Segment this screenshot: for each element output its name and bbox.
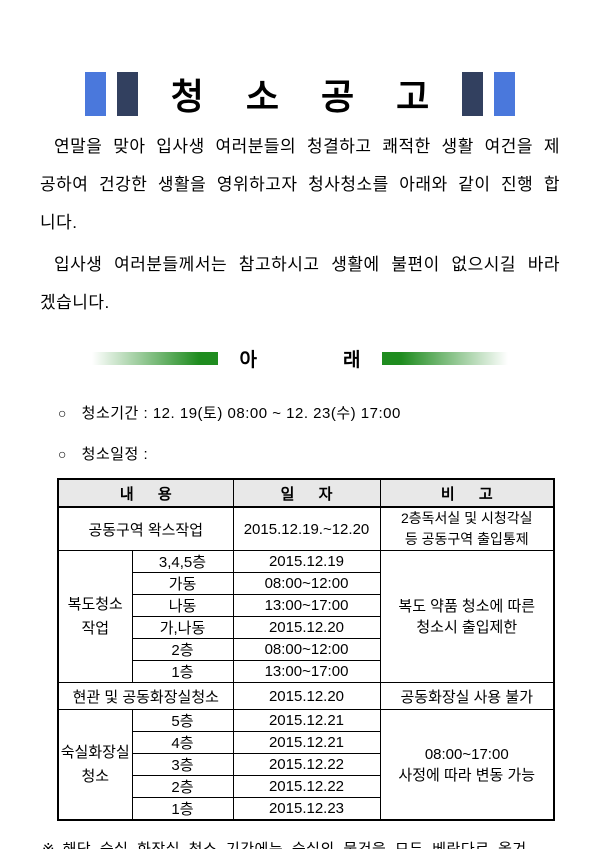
section-divider: 아 래 xyxy=(0,346,600,371)
corridor-area: 1층 xyxy=(131,660,234,683)
header-date: 일 자 xyxy=(232,478,381,508)
cleaning-schedule-text: 청소일정 : xyxy=(81,446,149,463)
restroom-note: 08:00~17:00 사정에 따라 변동 가능 xyxy=(379,709,555,821)
entrance-note: 공동화장실 사용 불가 xyxy=(379,682,555,710)
header-note: 비 고 xyxy=(379,478,555,508)
cleaning-period-text: 청소기간 : 12. 19(토) 08:00 ~ 12. 23(수) 17:00 xyxy=(81,405,401,422)
footnote-text: 해당 숙실 화장실 청소 기간에는 숙실의 물건을 모두 베란다로 옮겨 주시기… xyxy=(63,839,527,849)
title-bar-blue-right-icon xyxy=(494,72,516,116)
restroom-date: 2015.12.22 xyxy=(232,775,381,798)
table-row-corridor-1: 복도청소 작업 3,4,5층 2015.12.19 복도 약품 청소에 따른 청… xyxy=(57,550,555,683)
circle-bullet-icon: ○ xyxy=(58,446,67,462)
restroom-date: 2015.12.21 xyxy=(232,731,381,754)
entrance-name: 현관 및 공동화장실청소 xyxy=(57,682,234,710)
cleaning-period-line: ○ 청소기간 : 12. 19(토) 08:00 ~ 12. 23(수) 17:… xyxy=(58,402,600,423)
restroom-date: 2015.12.22 xyxy=(232,753,381,776)
table-row-restroom-5: 1층 2015.12.23 xyxy=(58,797,554,821)
corridor-date: 13:00~17:00 xyxy=(232,660,381,683)
title-bar-navy-left-icon xyxy=(116,72,138,116)
restroom-area: 3층 xyxy=(131,753,234,776)
title-bar-navy-right-icon xyxy=(462,72,484,116)
header-content: 내 용 xyxy=(57,478,234,508)
corridor-group-name: 복도청소 작업 xyxy=(57,550,133,683)
entrance-date: 2015.12.20 xyxy=(232,682,381,710)
cleaning-schedule-line: ○ 청소일정 : xyxy=(58,443,600,464)
table-row-corridor-4: 가,나동 2015.12.20 xyxy=(58,616,554,639)
title-banner: 청 소 공 고 xyxy=(0,70,600,118)
table-header-row: 내 용 일 자 비 고 xyxy=(57,478,555,508)
corridor-date: 2015.12.19 xyxy=(232,550,381,573)
restroom-group-name: 숙실화장실 청소 xyxy=(57,709,133,821)
restroom-date: 2015.12.23 xyxy=(232,797,381,821)
corridor-date: 13:00~17:00 xyxy=(232,594,381,617)
restroom-area: 5층 xyxy=(131,709,234,732)
table-row-restroom-1: 숙실화장실 청소 5층 2015.12.21 08:00~17:00 사정에 따… xyxy=(57,709,555,821)
title-bar-blue-left-icon xyxy=(84,72,106,116)
footnote: ※ 해당 숙실 화장실 청소 기간에는 숙실의 물건을 모두 베란다로 옮겨 주… xyxy=(42,839,564,849)
corridor-area: 가,나동 xyxy=(131,616,234,639)
cleaning-schedule-table: 내 용 일 자 비 고 공동구역 왁스작업 2015.12.19.~12.20 … xyxy=(57,478,555,821)
restroom-area: 1층 xyxy=(131,797,234,821)
green-gradient-bar-right xyxy=(382,351,509,365)
table-row-corridor-6: 1층 13:00~17:00 xyxy=(58,660,554,683)
corridor-date: 2015.12.20 xyxy=(232,616,381,639)
restroom-area: 4층 xyxy=(131,731,234,754)
reference-mark-icon: ※ xyxy=(42,839,55,849)
restroom-area: 2층 xyxy=(131,775,234,798)
divider-char-left: 아 xyxy=(239,349,257,371)
wax-note: 2층독서실 및 시청각실 등 공동구역 출입통제 xyxy=(379,506,555,551)
corridor-date: 08:00~12:00 xyxy=(232,638,381,661)
corridor-area: 나동 xyxy=(131,594,234,617)
corridor-area: 3,4,5층 xyxy=(131,550,234,573)
green-gradient-bar-left xyxy=(91,351,218,365)
table-row-restroom-3: 3층 2015.12.22 xyxy=(58,753,554,776)
wax-date: 2015.12.19.~12.20 xyxy=(232,506,381,551)
intro-paragraph-2: 입사생 여러분들께서는 참고하시고 생활에 불편이 없으시길 바라겠습니다. xyxy=(40,255,560,312)
restroom-date: 2015.12.21 xyxy=(232,709,381,732)
circle-bullet-icon: ○ xyxy=(58,405,67,421)
corridor-area: 가동 xyxy=(131,572,234,595)
corridor-date: 08:00~12:00 xyxy=(232,572,381,595)
corridor-area: 2층 xyxy=(131,638,234,661)
table-row-entrance: 현관 및 공동화장실청소 2015.12.20 공동화장실 사용 불가 xyxy=(57,682,555,710)
divider-char-right: 래 xyxy=(343,349,361,371)
table-row-wax: 공동구역 왁스작업 2015.12.19.~12.20 2층독서실 및 시청각실… xyxy=(57,506,555,551)
intro-paragraph-1: 연말을 맞아 입사생 여러분들의 청결하고 쾌적한 생활 여건을 제공하여 건강… xyxy=(40,137,560,232)
corridor-note: 복도 약품 청소에 따른 청소시 출입제한 xyxy=(379,550,555,683)
page-title: 청 소 공 고 xyxy=(170,76,446,117)
wax-name: 공동구역 왁스작업 xyxy=(57,506,234,551)
table-row-restroom-2: 4층 2015.12.21 xyxy=(58,731,554,754)
table-row-restroom-4: 2층 2015.12.22 xyxy=(58,775,554,798)
